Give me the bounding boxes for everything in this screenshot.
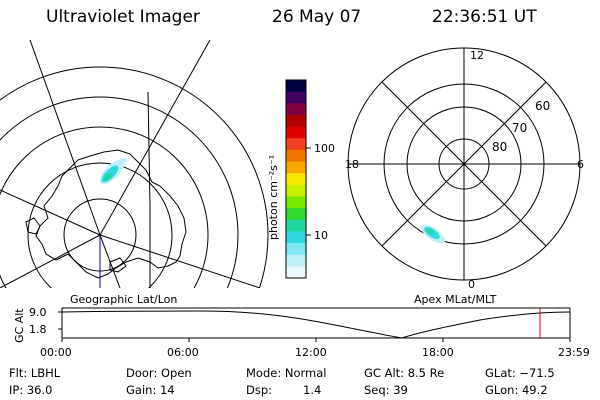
lon-line <box>0 234 101 288</box>
timeline-ylabel: GC Alt <box>13 308 26 343</box>
colorbar-segment <box>286 266 306 279</box>
image-edge <box>147 91 151 288</box>
colorbar-segment <box>286 80 306 93</box>
colorbar-segment <box>286 173 306 186</box>
aurora-emission-right <box>421 224 445 244</box>
aurora-emission-left <box>99 158 129 185</box>
lon-line <box>99 234 261 288</box>
timeline-ytick-top: 9.0 <box>29 306 47 319</box>
dsp-value: 1.4 <box>303 383 322 397</box>
colorbar-segment <box>286 184 306 198</box>
geo-latitude: GLat: −71.5 <box>485 366 555 380</box>
geographic-map <box>0 40 269 288</box>
coastline-island <box>109 257 127 273</box>
colorbar-segment <box>286 231 306 244</box>
timeline-xtick-0: 00:00 <box>40 346 72 359</box>
colorbar-unit-label: photon cm⁻²s⁻¹ <box>267 155 280 240</box>
colorbar-tick-100: 100 <box>314 142 335 155</box>
dsp-label: Dsp: <box>246 383 273 397</box>
geo-longitude: GLon: 49.2 <box>485 383 548 397</box>
left-map-caption: Geographic Lat/Lon <box>70 293 177 306</box>
colorbar-segment <box>286 254 306 267</box>
timeline-xtick-1: 06:00 <box>167 346 199 359</box>
lat-circle <box>27 162 173 288</box>
colorbar-segment <box>286 103 306 116</box>
altitude-curve <box>61 310 571 339</box>
mlat-label-60: 60 <box>535 99 550 113</box>
coastline-island <box>25 217 41 235</box>
colorbar-segment <box>286 243 306 256</box>
time-label: 22:36:51 UT <box>432 7 537 27</box>
colorbar-frame <box>285 79 307 279</box>
sequence-number: Seq: 39 <box>364 383 408 397</box>
timeline-ytick-bottom: 1.8 <box>29 323 47 336</box>
colorbar-segment <box>286 114 306 128</box>
colorbar-segment <box>286 219 306 233</box>
apex-polar-plot: 12 18 6 0 60 70 80 <box>345 47 584 291</box>
colorbar-segment <box>286 126 306 139</box>
mlt-label-0: 0 <box>468 278 475 291</box>
mlat-label-70: 70 <box>512 121 527 135</box>
mode-status: Mode: Normal <box>246 366 327 380</box>
lon-line <box>29 40 101 236</box>
date-label: 26 May 07 <box>272 7 362 27</box>
colorbar <box>286 80 306 279</box>
lon-line <box>99 40 211 236</box>
right-map-caption: Apex MLat/MLT <box>414 293 497 306</box>
colorbar-segment <box>286 196 306 209</box>
colorbar-tick-10: 10 <box>314 229 328 242</box>
door-status: Door: Open <box>126 366 192 380</box>
timeline-frame <box>61 307 571 339</box>
gain-value: Gain: 14 <box>126 383 175 397</box>
timeline-xtick-2: 12:00 <box>295 346 327 359</box>
mlt-line-diag <box>381 81 547 247</box>
lon-line <box>0 189 101 236</box>
colorbar-segment <box>286 161 306 174</box>
colorbar-segment <box>286 149 306 163</box>
lat-circle <box>0 126 209 288</box>
lat-circle <box>0 66 269 288</box>
orbit-timeline <box>58 307 571 342</box>
mlt-label-6: 6 <box>577 158 584 171</box>
coastline <box>35 149 187 279</box>
colorbar-segment <box>286 91 306 104</box>
mlt-label-18: 18 <box>345 158 359 171</box>
timeline-xtick-3: 18:00 <box>422 346 454 359</box>
colorbar-segment <box>286 208 306 221</box>
mlat-label-80: 80 <box>492 140 507 154</box>
timeline-xtick-4: 23:59 <box>558 346 590 359</box>
mlt-label-12: 12 <box>470 49 484 62</box>
colorbar-segment <box>286 138 306 151</box>
lat-circle <box>0 96 239 288</box>
ip-value: IP: 36.0 <box>9 383 53 397</box>
filter-label: Flt: LBHL <box>9 366 61 380</box>
app-title: Ultraviolet Imager <box>46 7 200 27</box>
gc-altitude: GC Alt: 8.5 Re <box>364 366 445 380</box>
